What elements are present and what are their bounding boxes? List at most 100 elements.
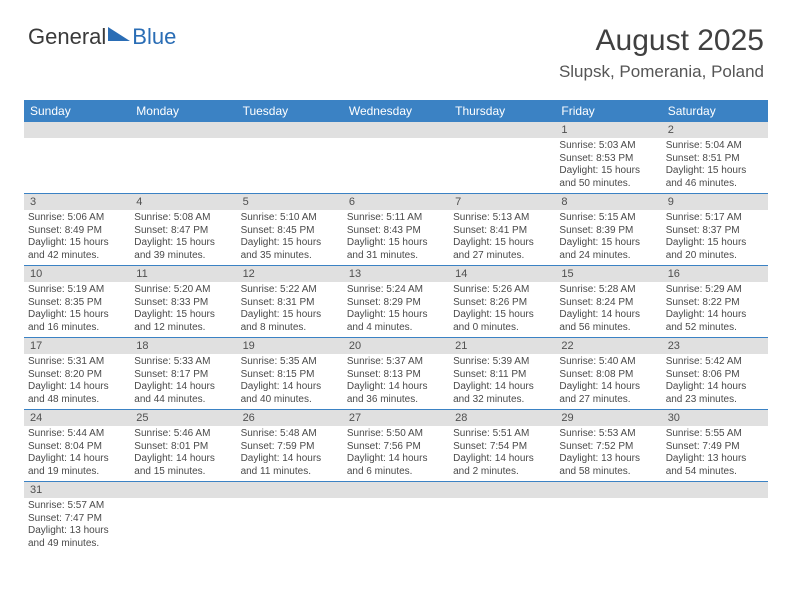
day-cell: Sunrise: 5:13 AM Sunset: 8:41 PM Dayligh…	[449, 210, 555, 265]
day-cell	[449, 138, 555, 193]
day-number	[237, 122, 343, 138]
day-number: 21	[449, 338, 555, 354]
header: General Blue August 2025 Slupsk, Pomeran…	[0, 0, 792, 90]
day-number-row: 31	[24, 482, 768, 498]
weekday-saturday: Saturday	[662, 100, 768, 122]
day-number: 29	[555, 410, 661, 426]
weekday-tuesday: Tuesday	[237, 100, 343, 122]
day-content: Sunrise: 5:33 AM Sunset: 8:17 PM Dayligh…	[134, 356, 215, 405]
day-number: 9	[662, 194, 768, 210]
weekday-monday: Monday	[130, 100, 236, 122]
day-cell: Sunrise: 5:06 AM Sunset: 8:49 PM Dayligh…	[24, 210, 130, 265]
day-content: Sunrise: 5:10 AM Sunset: 8:45 PM Dayligh…	[241, 212, 322, 261]
calendar: Sunday Monday Tuesday Wednesday Thursday…	[24, 100, 768, 553]
day-number: 1	[555, 122, 661, 138]
day-content: Sunrise: 5:44 AM Sunset: 8:04 PM Dayligh…	[28, 428, 109, 477]
weekday-sunday: Sunday	[24, 100, 130, 122]
day-content: Sunrise: 5:28 AM Sunset: 8:24 PM Dayligh…	[559, 284, 640, 333]
week-row: Sunrise: 5:57 AM Sunset: 7:47 PM Dayligh…	[24, 498, 768, 553]
day-cell: Sunrise: 5:10 AM Sunset: 8:45 PM Dayligh…	[237, 210, 343, 265]
day-cell: Sunrise: 5:15 AM Sunset: 8:39 PM Dayligh…	[555, 210, 661, 265]
day-cell: Sunrise: 5:33 AM Sunset: 8:17 PM Dayligh…	[130, 354, 236, 409]
day-content: Sunrise: 5:03 AM Sunset: 8:53 PM Dayligh…	[559, 140, 640, 189]
day-number	[449, 482, 555, 498]
day-content: Sunrise: 5:35 AM Sunset: 8:15 PM Dayligh…	[241, 356, 322, 405]
day-cell: Sunrise: 5:22 AM Sunset: 8:31 PM Dayligh…	[237, 282, 343, 337]
day-number: 18	[130, 338, 236, 354]
day-content: Sunrise: 5:17 AM Sunset: 8:37 PM Dayligh…	[666, 212, 747, 261]
day-cell: Sunrise: 5:29 AM Sunset: 8:22 PM Dayligh…	[662, 282, 768, 337]
day-number: 13	[343, 266, 449, 282]
day-content: Sunrise: 5:20 AM Sunset: 8:33 PM Dayligh…	[134, 284, 215, 333]
day-cell: Sunrise: 5:48 AM Sunset: 7:59 PM Dayligh…	[237, 426, 343, 481]
day-number: 19	[237, 338, 343, 354]
day-cell: Sunrise: 5:50 AM Sunset: 7:56 PM Dayligh…	[343, 426, 449, 481]
day-cell: Sunrise: 5:08 AM Sunset: 8:47 PM Dayligh…	[130, 210, 236, 265]
day-content: Sunrise: 5:08 AM Sunset: 8:47 PM Dayligh…	[134, 212, 215, 261]
day-number: 3	[24, 194, 130, 210]
day-number: 30	[662, 410, 768, 426]
day-number: 12	[237, 266, 343, 282]
day-content: Sunrise: 5:13 AM Sunset: 8:41 PM Dayligh…	[453, 212, 534, 261]
weekday-friday: Friday	[555, 100, 661, 122]
day-cell	[237, 138, 343, 193]
day-cell	[343, 138, 449, 193]
day-number: 24	[24, 410, 130, 426]
day-number-row: 10111213141516	[24, 266, 768, 282]
day-content: Sunrise: 5:04 AM Sunset: 8:51 PM Dayligh…	[666, 140, 747, 189]
day-number: 2	[662, 122, 768, 138]
week-row: Sunrise: 5:19 AM Sunset: 8:35 PM Dayligh…	[24, 282, 768, 338]
month-title: August 2025	[559, 24, 764, 58]
day-cell: Sunrise: 5:31 AM Sunset: 8:20 PM Dayligh…	[24, 354, 130, 409]
day-cell: Sunrise: 5:04 AM Sunset: 8:51 PM Dayligh…	[662, 138, 768, 193]
day-number	[343, 482, 449, 498]
day-content: Sunrise: 5:40 AM Sunset: 8:08 PM Dayligh…	[559, 356, 640, 405]
day-number	[24, 122, 130, 138]
day-cell: Sunrise: 5:39 AM Sunset: 8:11 PM Dayligh…	[449, 354, 555, 409]
title-block: August 2025 Slupsk, Pomerania, Poland	[559, 24, 764, 82]
day-number: 16	[662, 266, 768, 282]
day-cell	[237, 498, 343, 553]
logo: General Blue	[28, 24, 176, 50]
logo-triangle-icon	[108, 27, 130, 41]
day-cell: Sunrise: 5:55 AM Sunset: 7:49 PM Dayligh…	[662, 426, 768, 481]
day-content: Sunrise: 5:26 AM Sunset: 8:26 PM Dayligh…	[453, 284, 534, 333]
day-cell: Sunrise: 5:03 AM Sunset: 8:53 PM Dayligh…	[555, 138, 661, 193]
day-number: 25	[130, 410, 236, 426]
day-cell: Sunrise: 5:46 AM Sunset: 8:01 PM Dayligh…	[130, 426, 236, 481]
location: Slupsk, Pomerania, Poland	[559, 62, 764, 82]
day-number: 23	[662, 338, 768, 354]
day-number: 14	[449, 266, 555, 282]
day-content: Sunrise: 5:19 AM Sunset: 8:35 PM Dayligh…	[28, 284, 109, 333]
day-cell: Sunrise: 5:19 AM Sunset: 8:35 PM Dayligh…	[24, 282, 130, 337]
day-cell	[343, 498, 449, 553]
day-cell	[555, 498, 661, 553]
day-content: Sunrise: 5:37 AM Sunset: 8:13 PM Dayligh…	[347, 356, 428, 405]
day-number: 11	[130, 266, 236, 282]
day-number	[555, 482, 661, 498]
day-number-row: 24252627282930	[24, 410, 768, 426]
day-cell: Sunrise: 5:11 AM Sunset: 8:43 PM Dayligh…	[343, 210, 449, 265]
day-content: Sunrise: 5:42 AM Sunset: 8:06 PM Dayligh…	[666, 356, 747, 405]
day-number	[237, 482, 343, 498]
day-content: Sunrise: 5:22 AM Sunset: 8:31 PM Dayligh…	[241, 284, 322, 333]
day-number-row: 12	[24, 122, 768, 138]
day-cell	[130, 138, 236, 193]
day-cell	[24, 138, 130, 193]
day-number	[449, 122, 555, 138]
day-number: 15	[555, 266, 661, 282]
day-content: Sunrise: 5:29 AM Sunset: 8:22 PM Dayligh…	[666, 284, 747, 333]
week-row: Sunrise: 5:06 AM Sunset: 8:49 PM Dayligh…	[24, 210, 768, 266]
day-cell: Sunrise: 5:57 AM Sunset: 7:47 PM Dayligh…	[24, 498, 130, 553]
day-number: 7	[449, 194, 555, 210]
day-number	[130, 482, 236, 498]
day-content: Sunrise: 5:11 AM Sunset: 8:43 PM Dayligh…	[347, 212, 428, 261]
day-cell	[449, 498, 555, 553]
logo-text-blue: Blue	[132, 24, 176, 50]
day-number	[662, 482, 768, 498]
day-cell: Sunrise: 5:51 AM Sunset: 7:54 PM Dayligh…	[449, 426, 555, 481]
day-cell: Sunrise: 5:40 AM Sunset: 8:08 PM Dayligh…	[555, 354, 661, 409]
day-number: 27	[343, 410, 449, 426]
weekday-wednesday: Wednesday	[343, 100, 449, 122]
day-number: 6	[343, 194, 449, 210]
